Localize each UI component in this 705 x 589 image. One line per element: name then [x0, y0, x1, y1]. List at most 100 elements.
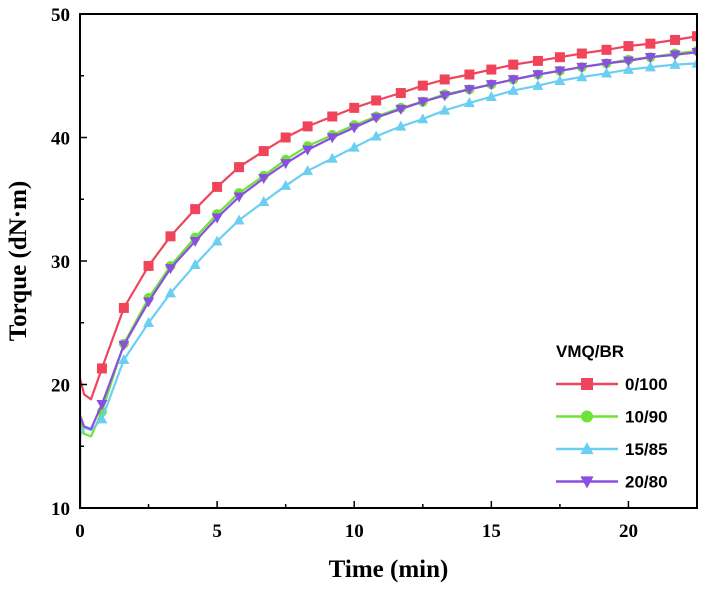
- legend-label: 20/80: [625, 473, 668, 492]
- data-point: [348, 141, 360, 152]
- data-point: [189, 236, 201, 247]
- legend-label: 15/85: [625, 440, 668, 459]
- data-point: [395, 104, 407, 115]
- legend-title: VMQ/BR: [556, 342, 624, 361]
- data-point: [554, 74, 566, 85]
- series-20-80: [80, 48, 697, 508]
- y-tick-label: 50: [51, 5, 70, 26]
- legend-label: 0/100: [625, 375, 668, 394]
- data-point: [417, 113, 429, 124]
- data-point: [96, 413, 108, 424]
- data-point: [143, 260, 154, 271]
- data-point: [644, 61, 656, 72]
- data-point: [96, 400, 108, 411]
- data-point: [532, 79, 544, 90]
- series-15-85: [80, 57, 697, 508]
- data-point: [485, 90, 497, 101]
- series-line-20-80: [80, 51, 697, 508]
- data-point: [417, 97, 429, 108]
- data-point: [576, 62, 588, 73]
- legend-item-20-80: 20/80: [556, 473, 668, 492]
- data-point: [670, 34, 681, 45]
- data-point: [601, 44, 612, 55]
- data-point: [118, 340, 130, 351]
- legend-marker: [580, 476, 594, 489]
- legend-marker: [581, 378, 593, 390]
- series-line-10-90: [80, 49, 697, 508]
- data-point: [417, 80, 428, 91]
- data-point: [532, 70, 544, 81]
- y-tick-label: 30: [51, 252, 70, 273]
- y-tick-label: 20: [51, 376, 70, 397]
- data-point: [233, 192, 245, 203]
- x-tick-label: 5: [212, 521, 222, 542]
- x-axis-title: Time (min): [329, 556, 449, 583]
- data-point: [463, 97, 475, 108]
- data-point: [258, 146, 269, 157]
- data-point: [623, 41, 634, 52]
- data-point: [96, 363, 107, 374]
- data-point: [280, 159, 292, 170]
- x-tick-label: 10: [345, 521, 364, 542]
- data-point: [507, 75, 519, 86]
- data-point: [118, 354, 130, 365]
- data-point: [576, 71, 588, 82]
- data-point: [622, 56, 634, 67]
- plot-frame: [79, 13, 698, 509]
- axes-layer: [79, 13, 698, 509]
- ticks-layer: 0 5 10 15 20 10 20 30 40 50: [51, 5, 698, 542]
- data-point: [258, 174, 270, 185]
- data-point: [143, 317, 155, 327]
- data-point: [302, 121, 313, 132]
- y-tick-label: 40: [51, 129, 70, 150]
- data-point: [645, 38, 656, 49]
- data-point: [691, 48, 697, 59]
- data-point: [164, 264, 176, 275]
- data-point: [692, 31, 697, 42]
- data-point: [554, 52, 565, 63]
- legend-item-0-100: 0/100: [556, 375, 668, 394]
- data-point: [349, 102, 360, 113]
- series-10-90: [80, 46, 697, 508]
- data-point: [644, 52, 656, 63]
- series-0-100: [80, 31, 697, 508]
- data-point: [212, 181, 223, 192]
- data-point: [164, 287, 176, 298]
- data-point: [395, 120, 407, 131]
- data-point: [234, 162, 245, 173]
- data-point: [143, 297, 155, 308]
- legend-marker: [580, 442, 594, 455]
- data-point: [576, 48, 587, 59]
- x-tick-label: 20: [619, 521, 638, 542]
- data-point: [439, 91, 451, 102]
- data-point: [211, 213, 223, 224]
- data-point: [233, 214, 245, 225]
- data-point: [280, 132, 291, 143]
- x-tick-label: 15: [482, 521, 501, 542]
- series-line-0-100: [80, 35, 697, 508]
- data-point: [211, 235, 223, 246]
- data-point: [601, 67, 613, 78]
- data-point: [326, 152, 338, 163]
- data-point: [370, 130, 382, 141]
- data-point: [326, 133, 338, 144]
- data-point: [669, 58, 681, 69]
- legend: VMQ/BR 0/100 10/90 15/85 20/80: [556, 342, 668, 492]
- data-point: [486, 64, 497, 75]
- data-point: [348, 123, 360, 134]
- series-layer: [80, 31, 697, 508]
- data-point: [118, 302, 129, 313]
- series-line-15-85: [80, 62, 697, 508]
- data-point: [508, 59, 519, 70]
- data-point: [507, 84, 519, 95]
- data-point: [464, 69, 475, 80]
- x-tick-label: 0: [75, 521, 85, 542]
- y-axis-title: Torque (dN·m): [5, 181, 32, 341]
- data-point: [554, 66, 566, 77]
- data-point: [439, 104, 451, 115]
- data-point: [280, 179, 292, 190]
- data-point: [371, 95, 382, 106]
- data-point: [601, 59, 613, 70]
- data-point: [258, 195, 270, 206]
